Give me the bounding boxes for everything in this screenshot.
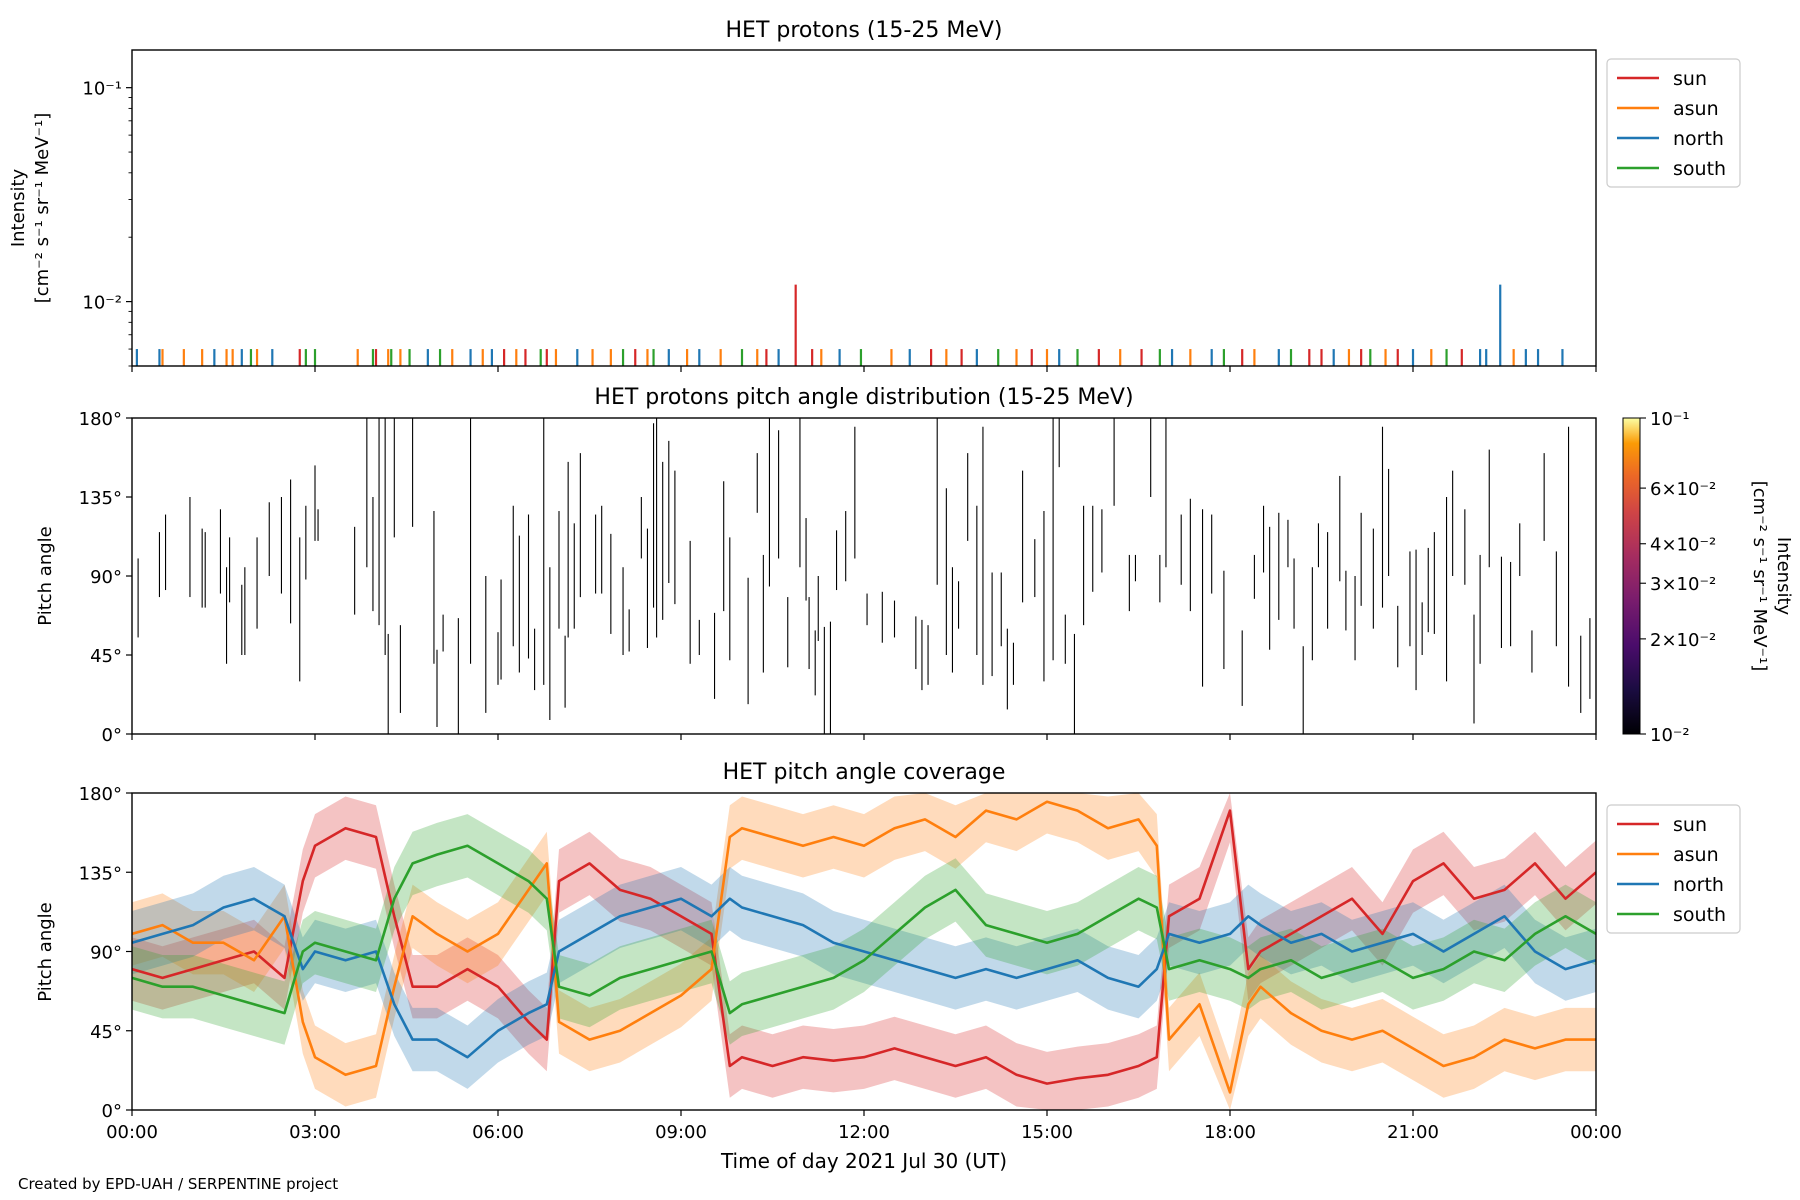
ylabel-line-2: [cm⁻² s⁻¹ sr⁻¹ MeV⁻¹] — [32, 113, 53, 304]
y-tick-label: 135° — [79, 863, 122, 884]
y-tick-label: 45° — [90, 1022, 122, 1043]
coverage-band-north — [132, 867, 1596, 1089]
legend-label-north: north — [1673, 874, 1724, 896]
coverage-line-south — [132, 844, 1596, 1015]
y-tick-label: 0° — [102, 725, 122, 746]
colorbar-tick-label: 4×10⁻² — [1650, 535, 1716, 556]
coverage-band-asun — [132, 793, 1596, 1110]
panel-coverage-marks — [132, 793, 1596, 1110]
legend-frame — [1606, 804, 1741, 934]
y-tick-label: 135° — [79, 488, 122, 509]
x-tick-label: 21:00 — [1387, 1122, 1439, 1143]
coverage-band-south — [132, 814, 1596, 1045]
colorbar-tick-label: 10⁻² — [1650, 725, 1690, 746]
x-tick-label: 06:00 — [472, 1122, 524, 1143]
x-tick-label: 03:00 — [289, 1122, 341, 1143]
colorbar-gradient — [1622, 417, 1641, 735]
coverage-band-sun — [132, 793, 1596, 1110]
panel-coverage-ylabel: Pitch angle — [35, 902, 56, 1001]
y-tick-label: 10⁻² — [82, 293, 122, 314]
legend-label-south: south — [1673, 904, 1726, 926]
panel-pad-marks — [137, 418, 1591, 734]
colorbar-tick-label: 3×10⁻² — [1650, 574, 1716, 595]
credit-text: Created by EPD-UAH / SERPENTINE project — [18, 1175, 339, 1193]
panel-pad-ylabel: Pitch angle — [35, 526, 56, 625]
legend-label-sun: sun — [1673, 814, 1707, 836]
legend-label-north: north — [1673, 128, 1724, 150]
y-tick-label: 90° — [90, 943, 122, 964]
y-tick-label: 0° — [102, 1101, 122, 1122]
legend-label-asun: asun — [1673, 98, 1719, 120]
panel-coverage-y-axis: 0° 45° 90° 135° 180° — [79, 784, 132, 1122]
panel-intensity-y-axis: 10⁻¹ 10⁻² — [82, 79, 132, 367]
panel-intensity-title: HET protons (15-25 MeV) — [726, 18, 1003, 43]
colorbar-ticks: 10⁻¹ 6×10⁻² 4×10⁻² 3×10⁻² 2×10⁻² 10⁻² — [1640, 409, 1716, 746]
y-tick-label: 10⁻¹ — [82, 79, 122, 100]
panel-pad-x-ticks — [131, 734, 1597, 740]
panel-coverage-x-axis: 00:00 03:00 06:00 09:00 12:00 15:00 18:00 21:00… — [106, 1110, 1622, 1143]
x-tick-label: 18:00 — [1204, 1122, 1256, 1143]
panel-intensity-x-ticks — [131, 366, 1597, 372]
coverage-line-asun — [132, 800, 1596, 1094]
panel-pad-frame — [131, 417, 1597, 735]
panel-intensity-ylabel: Intensity [cm⁻² s⁻¹ sr⁻¹ MeV⁻¹] — [8, 113, 53, 304]
legend-frame — [1606, 58, 1741, 188]
x-tick-label: 00:00 — [106, 1122, 158, 1143]
panel-pad-y-axis: 0° 45° 90° 135° 180° — [79, 409, 132, 746]
panel-coverage-legend: sun asun north south — [1606, 804, 1741, 934]
colorbar-tick-label: 10⁻¹ — [1650, 409, 1690, 430]
legend-label-asun: asun — [1673, 844, 1719, 866]
colorbar-tick-label: 6×10⁻² — [1650, 479, 1716, 500]
coverage-line-sun — [132, 809, 1596, 1085]
x-tick-label: 00:00 — [1570, 1122, 1622, 1143]
colorbar-label: Intensity [cm⁻² s⁻¹ sr⁻¹ MeV⁻¹] — [1749, 481, 1794, 672]
x-tick-label: 09:00 — [655, 1122, 707, 1143]
y-tick-label: 90° — [90, 567, 122, 588]
x-tick-label: 12:00 — [838, 1122, 890, 1143]
colorbar-label-line-2: [cm⁻² s⁻¹ sr⁻¹ MeV⁻¹] — [1749, 481, 1770, 672]
x-axis-label: Time of day 2021 Jul 30 (UT) — [720, 1149, 1007, 1173]
coverage-line-north — [132, 897, 1596, 1059]
colorbar-label-line-1: Intensity — [1773, 537, 1794, 616]
panel-pad-title: HET protons pitch angle distribution (15… — [594, 385, 1133, 410]
ylabel-line-1: Intensity — [8, 168, 29, 247]
panel-intensity-marks — [135, 284, 1564, 366]
panel-intensity-legend: sun asun north south — [1606, 58, 1741, 188]
legend-label-sun: sun — [1673, 68, 1707, 90]
colorbar: 10⁻¹ 6×10⁻² 4×10⁻² 3×10⁻² 2×10⁻² 10⁻² Intensi… — [1622, 409, 1794, 746]
panel-coverage-title: HET pitch angle coverage — [723, 760, 1006, 785]
panel-intensity: HET protons (15-25 MeV) 10⁻¹ 10⁻² Intensi… — [8, 18, 1741, 372]
panel-pad: HET protons pitch angle distribution (15… — [35, 385, 1794, 746]
y-tick-label: 45° — [90, 646, 122, 667]
panel-coverage: HET pitch angle coverage 0° 45° 90° 135° 180… — [35, 760, 1741, 1173]
x-tick-label: 15:00 — [1021, 1122, 1073, 1143]
panel-intensity-frame — [131, 49, 1597, 367]
colorbar-tick-label: 2×10⁻² — [1650, 630, 1716, 651]
legend-label-south: south — [1673, 158, 1726, 180]
y-tick-label: 180° — [79, 784, 122, 805]
y-tick-label: 180° — [79, 409, 122, 430]
